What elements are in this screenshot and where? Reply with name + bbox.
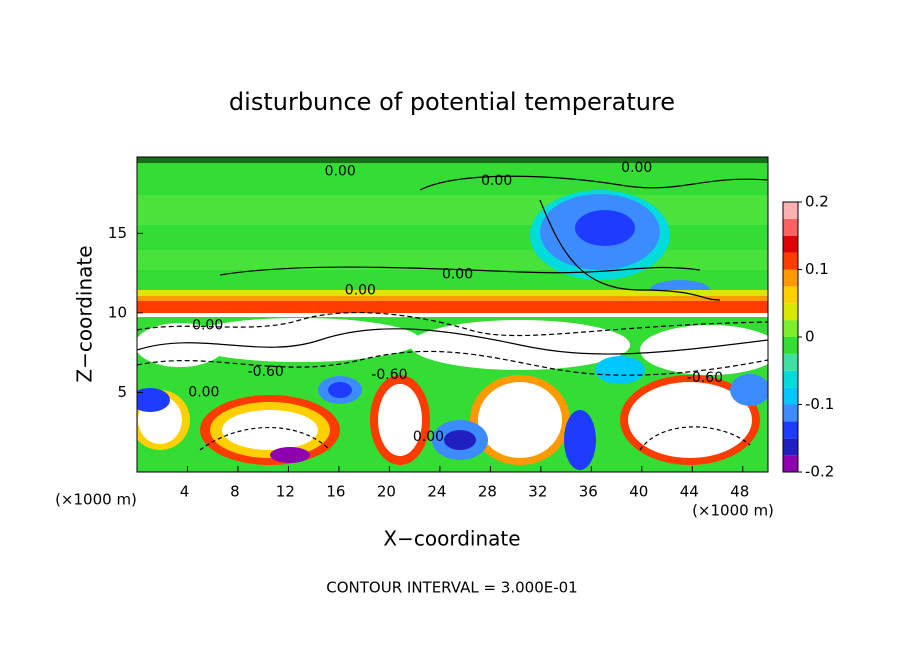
colorbar-swatch: [783, 404, 798, 422]
colorbar-swatch: [783, 421, 798, 439]
contour-label: -0.60: [687, 370, 723, 386]
x-axis-label: X−coordinate: [383, 527, 520, 551]
colorbar-swatch: [783, 252, 798, 270]
colorbar-swatch: [783, 269, 798, 287]
x-tick-label: 44: [680, 483, 699, 501]
field: [137, 157, 768, 472]
contour-label: 0.00: [192, 318, 223, 334]
colorbar-tick-label: 0: [805, 328, 815, 346]
colorbar-swatch: [783, 438, 798, 456]
contour-label: 0.00: [621, 160, 652, 176]
plot-frame: [136, 156, 769, 473]
colorbar-swatch: [783, 337, 798, 354]
y-tick-label: 15: [108, 224, 127, 242]
colorbar-swatch: [783, 202, 798, 219]
contour-label: 0.00: [325, 163, 356, 179]
x-tick-label: 16: [326, 483, 345, 501]
contour-label: -0.60: [371, 367, 407, 383]
y-tick-label: 10: [108, 303, 127, 321]
colorbar-swatch: [783, 370, 798, 388]
colorbar-tick-label: 0.2: [805, 193, 829, 211]
colorbar-swatch: [783, 235, 798, 253]
x-tick-label: 4: [180, 483, 190, 501]
contour-label: 0.00: [481, 173, 512, 189]
colorbar-swatch: [783, 303, 798, 321]
colorbar-tick-label: -0.2: [805, 463, 834, 481]
x-tick-label: 20: [377, 483, 396, 501]
x-tick-label: 40: [629, 483, 648, 501]
x-tick-label: 24: [427, 483, 446, 501]
colorbar-swatch: [783, 320, 798, 337]
colorbar-swatch: [783, 387, 798, 405]
contour-label: 0.00: [345, 283, 376, 299]
chart-title: disturbunce of potential temperature: [229, 88, 675, 116]
y-tick-label: 5: [117, 383, 127, 401]
x-tick-label: 48: [730, 483, 749, 501]
colorbar-tick-label: -0.1: [805, 395, 834, 413]
x-tick-label: 8: [230, 483, 240, 501]
contour-label: 0.00: [188, 384, 219, 400]
contour-label: 0.00: [413, 429, 444, 445]
x-tick-label: 28: [478, 483, 497, 501]
x-tick-label: 36: [579, 483, 598, 501]
x-tick-label: 32: [528, 483, 547, 501]
y-axis-label: Z−coordinate: [73, 245, 97, 382]
x-tick-label: 12: [276, 483, 295, 501]
x-unit-label: (×1000 m): [692, 502, 774, 520]
colorbar-tick-label: 0.1: [805, 260, 829, 278]
colorbar-swatch: [783, 286, 798, 304]
colorbar-swatch: [783, 455, 798, 472]
colorbar-swatch: [783, 353, 798, 371]
contour-label: 0.00: [442, 267, 473, 283]
contour-label: -0.60: [248, 364, 284, 380]
note: CONTOUR INTERVAL = 3.000E-01: [326, 579, 577, 597]
x-unit-label: (×1000 m): [55, 491, 137, 509]
colorbar-swatch: [783, 218, 798, 236]
